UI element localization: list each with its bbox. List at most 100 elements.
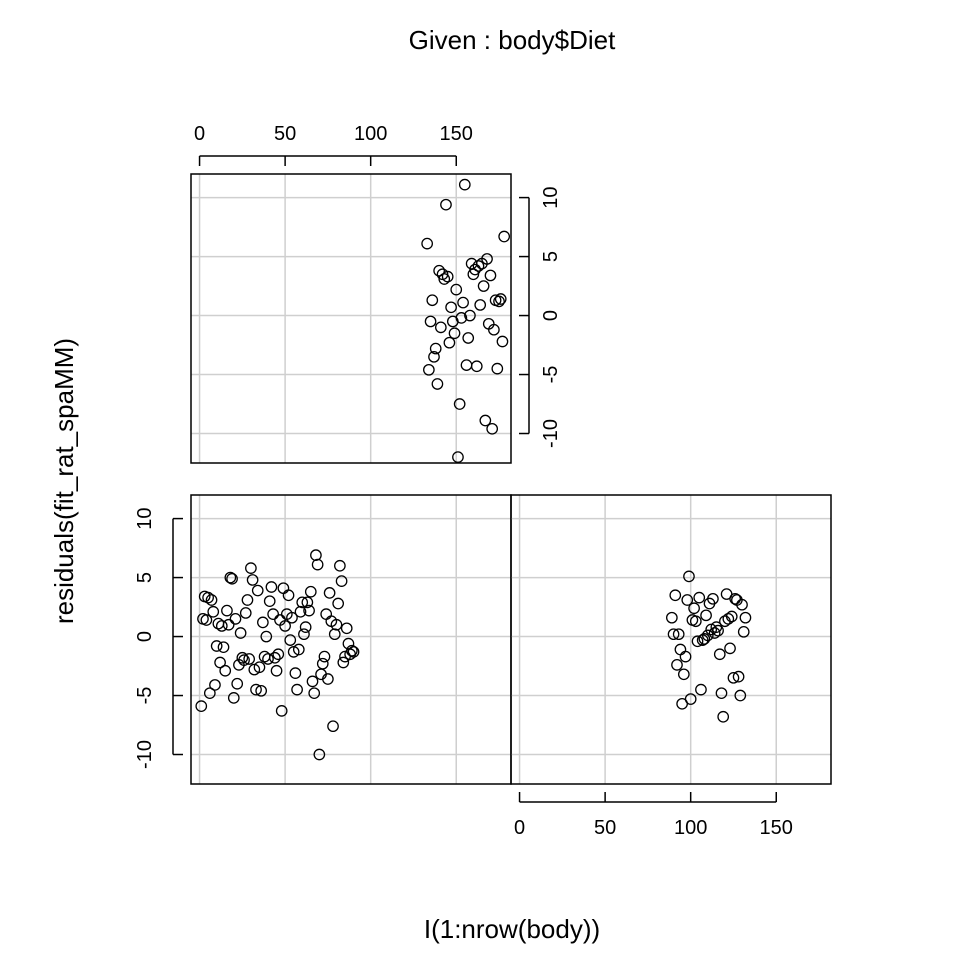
data-point (279, 620, 291, 632)
data-point (255, 684, 268, 697)
data-point (695, 683, 707, 696)
data-point (457, 296, 469, 309)
data-point (715, 687, 728, 700)
data-point (337, 656, 350, 669)
data-point (428, 350, 440, 363)
data-point (486, 422, 499, 435)
data-point (453, 398, 466, 410)
data-point (221, 604, 233, 617)
data-point (245, 562, 257, 574)
data-point (712, 624, 724, 637)
x-tick-label: 0 (194, 123, 205, 145)
data-point (311, 558, 324, 571)
data-point (450, 283, 463, 296)
y-tick-label: -10 (134, 740, 156, 769)
data-point (203, 687, 216, 700)
data-point (460, 359, 473, 371)
data-point (296, 596, 309, 609)
chart-title: Given : body$Diet (409, 25, 616, 55)
data-point (498, 230, 511, 243)
data-point (284, 634, 297, 646)
data-point (713, 648, 726, 661)
data-point (282, 589, 295, 602)
data-point (488, 323, 500, 336)
data-point (431, 378, 444, 390)
data-point (299, 621, 312, 633)
data-point (226, 572, 238, 585)
data-point (289, 667, 302, 679)
x-tick-label: 50 (594, 817, 616, 839)
data-point (257, 616, 269, 629)
data-point (674, 643, 687, 656)
data-point (222, 618, 235, 631)
data-point (286, 611, 298, 624)
data-point (698, 633, 711, 645)
data-point (250, 683, 262, 696)
data-point (734, 689, 747, 702)
data-point (469, 263, 481, 276)
data-point (262, 653, 274, 665)
data-point (234, 627, 247, 639)
data-point (493, 295, 505, 308)
data-point (243, 653, 256, 665)
data-point (725, 610, 738, 623)
data-point (303, 604, 315, 617)
data-point (705, 623, 718, 636)
data-point (269, 651, 281, 664)
data-point (729, 592, 742, 605)
data-point (464, 309, 476, 322)
data-point (210, 640, 223, 652)
data-point (227, 692, 240, 704)
x-tick-label: 150 (760, 817, 793, 839)
y-tick-label: 0 (134, 631, 156, 642)
panel-3: 0 50 100 150 -10 -5 0 5 10 (190, 123, 562, 464)
data-point (308, 687, 321, 700)
data-point (496, 335, 509, 348)
data-point (258, 650, 271, 663)
x-tick-label: 150 (440, 123, 473, 145)
data-point (479, 414, 492, 427)
data-point (200, 614, 213, 626)
data-point (470, 360, 483, 373)
data-point (346, 644, 358, 657)
data-point (327, 720, 339, 733)
data-point (681, 594, 694, 606)
data-point (465, 257, 478, 270)
y-tick-label: 10 (134, 507, 156, 529)
data-point (683, 570, 695, 583)
panel-frame (190, 173, 512, 464)
data-point (677, 668, 690, 681)
data-point (332, 597, 345, 610)
data-point (251, 584, 264, 597)
data-point (330, 618, 343, 631)
y-tick-label: -5 (134, 687, 156, 705)
data-point (421, 237, 433, 250)
data-point (316, 657, 329, 670)
data-point (691, 635, 704, 648)
data-point (287, 646, 300, 658)
data-point (347, 646, 360, 658)
data-point (429, 342, 442, 355)
data-point (304, 585, 317, 598)
data-point (434, 321, 447, 334)
data-point (265, 581, 278, 593)
data-point (701, 629, 714, 642)
data-point (494, 293, 507, 305)
data-point (424, 315, 437, 328)
data-point (688, 602, 700, 615)
data-point (736, 598, 748, 611)
data-point (462, 332, 475, 344)
x-tick-label: 100 (354, 123, 387, 145)
data-point (246, 574, 259, 586)
data-point (707, 592, 719, 605)
data-point (207, 605, 220, 618)
data-point (322, 673, 334, 685)
panel-1: -10 -5 0 5 10 (134, 494, 512, 785)
data-point (669, 589, 682, 602)
data-point (267, 608, 279, 620)
data-point (474, 299, 487, 311)
y-tick-label: 0 (540, 310, 562, 321)
data-point (195, 700, 208, 712)
data-point (224, 571, 237, 584)
data-point (298, 628, 310, 641)
